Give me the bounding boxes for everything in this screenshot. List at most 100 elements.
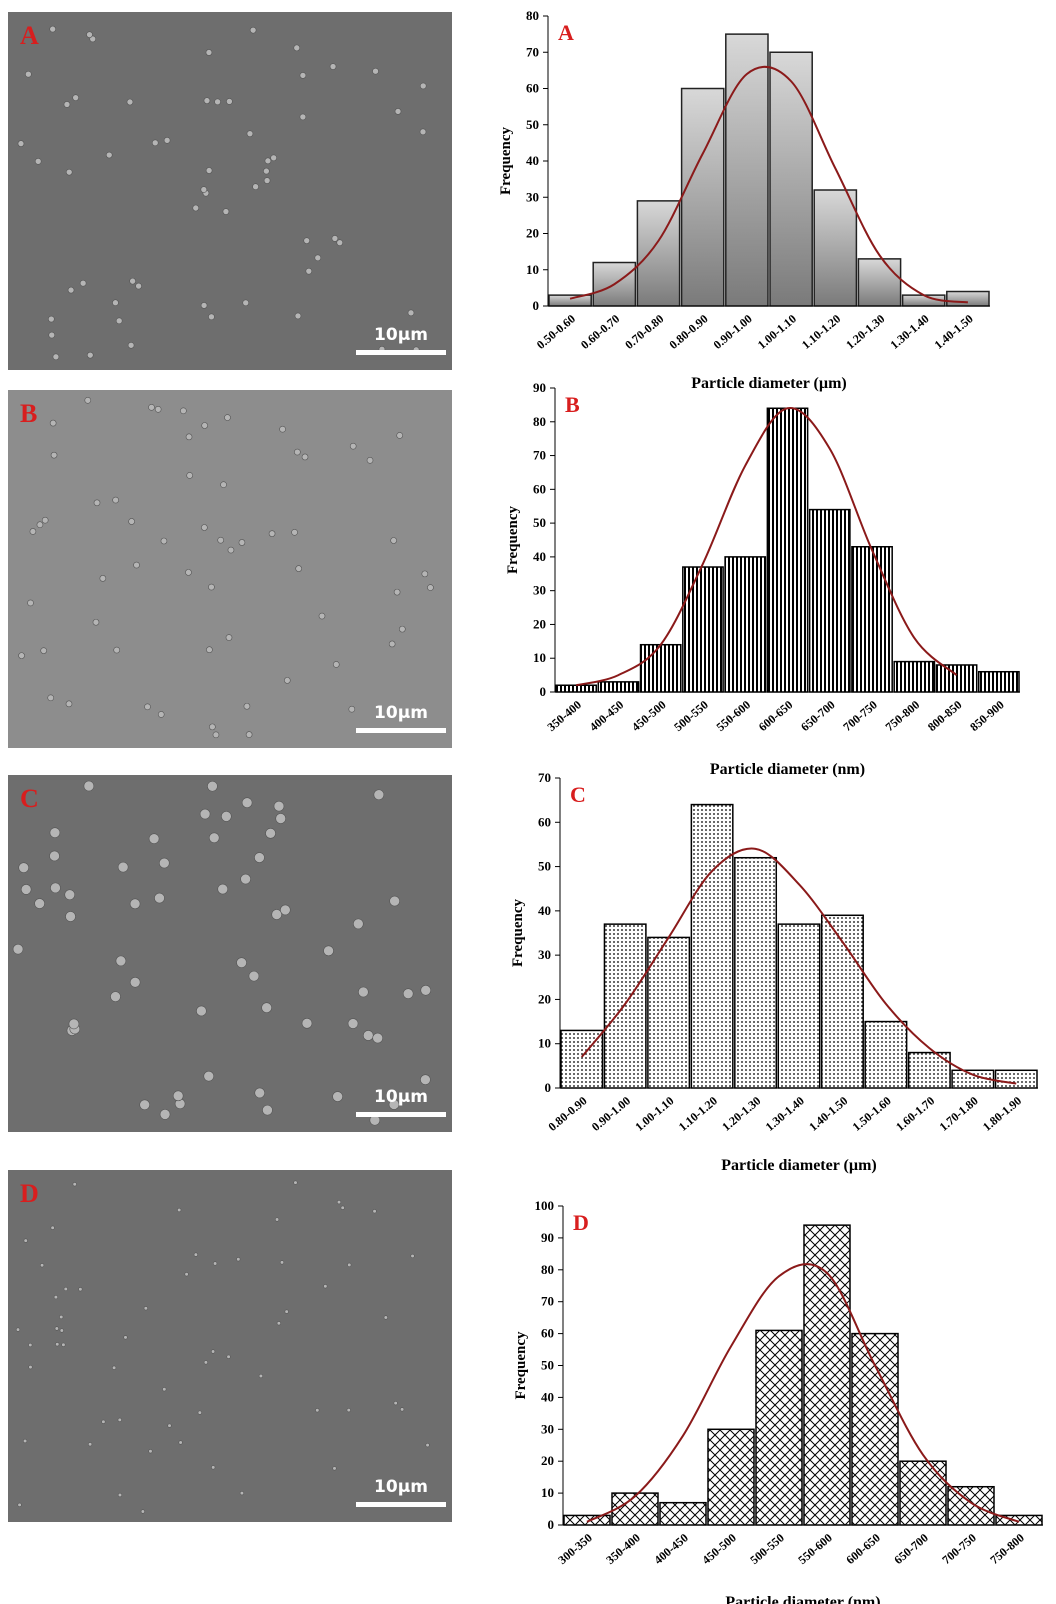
x-tick-label: 700-750	[939, 1531, 979, 1567]
particle	[366, 456, 374, 464]
particle	[162, 1387, 167, 1392]
x-tick-label: 400-450	[587, 698, 627, 734]
y-axis-label: Frequency	[498, 126, 514, 195]
y-tick-label: 100	[535, 1198, 555, 1213]
x-tick-label: 600-650	[843, 1531, 883, 1567]
particle	[22, 1438, 28, 1444]
particle	[420, 1074, 431, 1085]
particle	[372, 1209, 377, 1214]
particle	[160, 537, 168, 545]
particle	[208, 832, 220, 844]
particle	[18, 652, 25, 659]
particle	[220, 481, 227, 489]
y-tick-label: 90	[533, 380, 546, 395]
particle	[301, 1018, 313, 1029]
particle	[167, 1423, 172, 1428]
sem-image	[8, 1170, 452, 1522]
particle	[40, 647, 47, 654]
x-tick-label: 1.60-1.70	[893, 1094, 937, 1134]
particle	[329, 63, 337, 70]
bar	[851, 546, 893, 693]
particle	[323, 945, 334, 957]
particle	[186, 472, 193, 479]
particle	[49, 850, 60, 862]
particle	[67, 286, 75, 294]
particle	[28, 1342, 33, 1348]
particle	[172, 1090, 184, 1102]
bar	[724, 556, 767, 693]
bar	[899, 1460, 947, 1526]
particle	[65, 700, 73, 708]
particle	[148, 833, 160, 844]
particle	[196, 1005, 207, 1017]
particle	[72, 1182, 77, 1187]
x-tick-label: 1.20-1.30	[719, 1094, 763, 1134]
y-tick-label: 70	[533, 448, 546, 463]
particle	[17, 140, 25, 147]
particle	[427, 584, 434, 591]
x-axis-label: Particle diameter (µm)	[721, 1157, 877, 1174]
particle	[203, 1070, 215, 1082]
particle	[129, 976, 141, 988]
y-axis-label: Frequency	[513, 1331, 529, 1400]
y-tick-label: 50	[533, 515, 546, 530]
particle	[208, 313, 215, 321]
particle	[240, 873, 251, 885]
particle	[177, 1207, 182, 1213]
y-tick-label: 0	[533, 298, 540, 313]
particle	[208, 583, 215, 591]
particle	[268, 530, 276, 537]
y-tick-label: 60	[541, 1326, 554, 1341]
particle	[279, 425, 286, 433]
bar	[647, 936, 691, 1089]
scale-bar	[356, 1112, 446, 1117]
x-tick-label: 1.30-1.40	[887, 312, 931, 352]
particle	[236, 1257, 241, 1262]
x-tick-label: 350-400	[544, 698, 584, 734]
x-tick-label: 1.10-1.20	[799, 312, 843, 352]
particle	[214, 98, 221, 106]
bar	[690, 803, 734, 1089]
particle	[421, 570, 429, 578]
particle	[21, 1185, 27, 1190]
x-tick-label: 0.80-0.90	[545, 1094, 589, 1134]
particle	[275, 813, 287, 824]
particle	[276, 1321, 281, 1326]
x-tick-label: 650-700	[891, 1531, 931, 1567]
x-tick-label: 750-800	[883, 698, 923, 734]
particle	[63, 1286, 68, 1292]
particle	[59, 1328, 64, 1333]
bar	[857, 258, 902, 307]
particle	[158, 857, 170, 869]
particle	[99, 575, 107, 582]
particle	[291, 528, 298, 536]
x-tick-label: 350-400	[603, 1531, 643, 1567]
particle	[29, 528, 37, 535]
particle	[79, 279, 87, 287]
scale-bar-label: 10μm	[374, 1477, 428, 1497]
particle	[129, 898, 141, 910]
particle	[87, 1442, 93, 1447]
particle	[390, 537, 397, 544]
particle	[358, 986, 369, 998]
particle	[294, 312, 302, 320]
particle	[207, 780, 218, 792]
particle	[238, 539, 246, 546]
x-tick-label: 0.90-1.00	[589, 1094, 633, 1134]
scale-bar	[356, 350, 446, 355]
particle	[185, 433, 193, 441]
particle	[12, 943, 24, 955]
particle	[48, 315, 55, 323]
particle	[36, 521, 44, 529]
particle	[264, 157, 272, 165]
particle	[407, 309, 415, 317]
particle	[112, 1365, 117, 1370]
particle	[105, 151, 113, 159]
y-tick-label: 60	[526, 81, 539, 96]
particle	[349, 442, 357, 450]
panel-label: C	[570, 782, 586, 807]
x-tick-label: 0.50-0.60	[534, 312, 578, 352]
particle	[227, 546, 235, 554]
particle	[65, 168, 73, 176]
y-tick-label: 40	[541, 1389, 554, 1404]
